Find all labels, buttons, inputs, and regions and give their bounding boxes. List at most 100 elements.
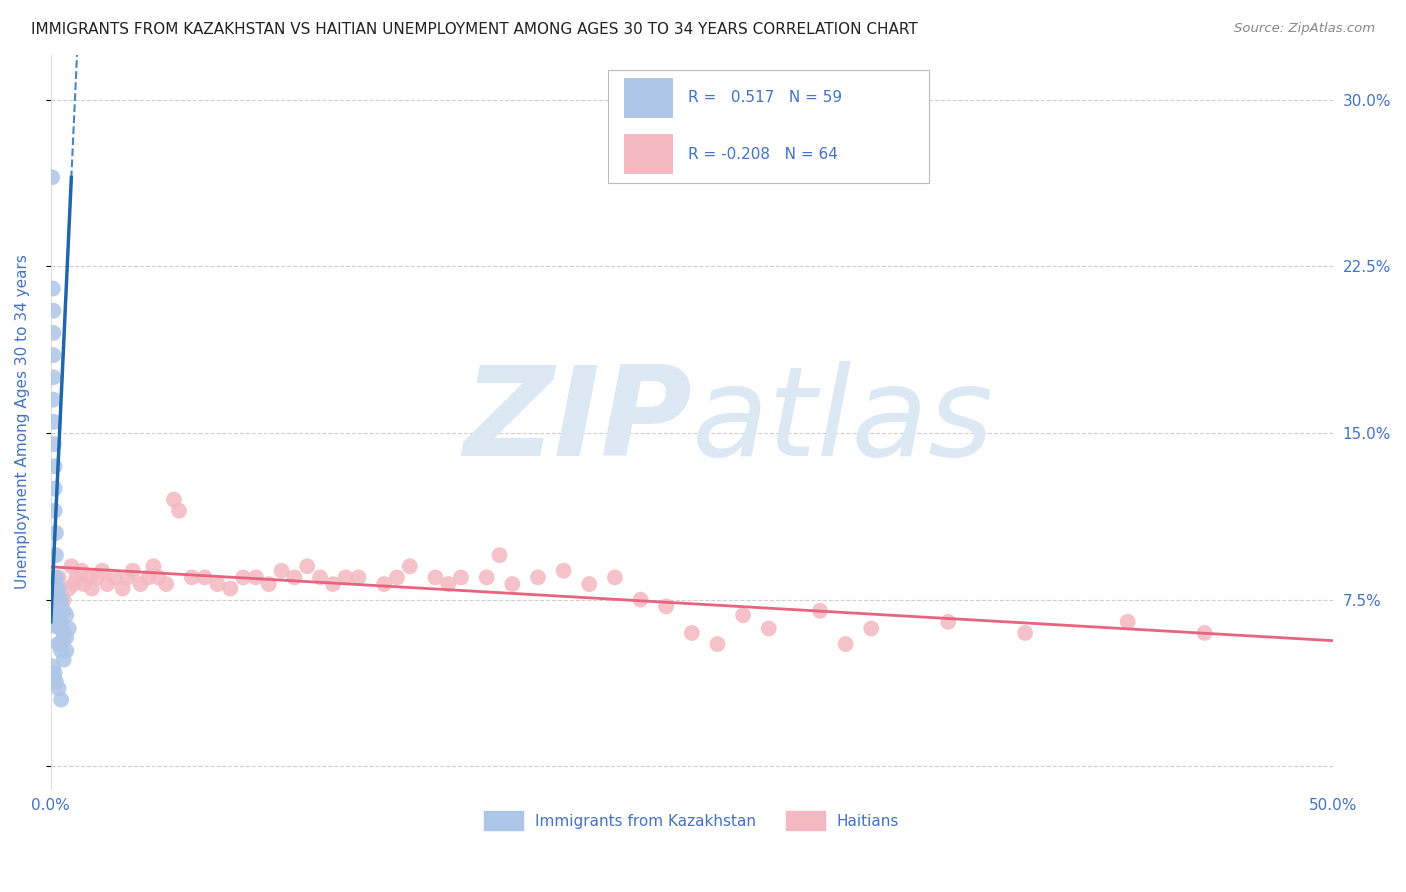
Point [148, 570, 170, 584]
Point [41, 170, 63, 185]
Point [96, 577, 118, 591]
Point [129, 577, 152, 591]
Point [309, 570, 332, 584]
Point [44, 482, 66, 496]
Point [207, 577, 229, 591]
Text: R = -0.208   N = 64: R = -0.208 N = 64 [688, 146, 838, 161]
Point [142, 559, 165, 574]
Point [44, 504, 66, 518]
Point [41, 577, 63, 591]
Point [49, 615, 72, 629]
Point [48, 681, 70, 696]
Point [167, 504, 190, 518]
Point [55, 631, 77, 645]
Text: Source: ZipAtlas.com: Source: ZipAtlas.com [1234, 22, 1375, 36]
Point [44, 665, 66, 680]
Point [49, 615, 72, 629]
Point [630, 592, 652, 607]
Point [527, 570, 550, 584]
Point [42, 604, 65, 618]
Point [758, 622, 780, 636]
Y-axis label: Unemployment Among Ages 30 to 34 years: Unemployment Among Ages 30 to 34 years [15, 254, 30, 590]
Point [219, 582, 242, 596]
Point [46, 615, 69, 629]
Point [155, 577, 177, 591]
Point [70, 564, 93, 578]
Point [45, 619, 67, 633]
Point [45, 525, 67, 540]
Point [52, 592, 75, 607]
Point [245, 570, 267, 584]
Point [42, 392, 65, 407]
Point [42, 670, 65, 684]
Point [808, 604, 831, 618]
Point [45, 592, 67, 607]
Text: R =   0.517   N = 59: R = 0.517 N = 59 [688, 90, 842, 105]
Point [48, 637, 70, 651]
Point [52, 652, 75, 666]
Point [45, 604, 67, 618]
Point [437, 577, 460, 591]
Point [322, 577, 344, 591]
Point [45, 674, 67, 689]
Point [180, 570, 202, 584]
Point [488, 548, 510, 562]
Point [104, 570, 127, 584]
Point [398, 559, 420, 574]
Point [48, 582, 70, 596]
Point [1194, 626, 1216, 640]
Point [42, 303, 65, 318]
FancyBboxPatch shape [624, 78, 672, 118]
Point [73, 577, 96, 591]
Point [42, 437, 65, 451]
Point [91, 564, 114, 578]
Point [257, 577, 280, 591]
Point [603, 570, 626, 584]
Point [63, 577, 86, 591]
Point [49, 622, 72, 636]
Point [1116, 615, 1139, 629]
Point [706, 637, 728, 651]
Point [48, 615, 70, 629]
Point [163, 492, 186, 507]
Point [578, 577, 600, 591]
Point [42, 370, 65, 384]
Point [44, 615, 66, 629]
Point [335, 570, 357, 584]
Point [42, 659, 65, 673]
Point [42, 592, 65, 607]
Point [122, 564, 145, 578]
Point [42, 281, 65, 295]
Point [450, 570, 472, 584]
Point [425, 570, 447, 584]
Point [42, 617, 65, 632]
Point [297, 559, 319, 574]
Point [347, 570, 370, 584]
Point [52, 631, 75, 645]
Legend: Immigrants from Kazakhstan, Haitians: Immigrants from Kazakhstan, Haitians [478, 805, 905, 836]
Point [44, 459, 66, 474]
Point [270, 564, 292, 578]
Point [42, 591, 65, 605]
Point [48, 619, 70, 633]
Point [733, 608, 755, 623]
Point [55, 644, 77, 658]
Point [501, 577, 523, 591]
Point [65, 570, 87, 584]
Point [283, 570, 305, 584]
Text: IMMIGRANTS FROM KAZAKHSTAN VS HAITIAN UNEMPLOYMENT AMONG AGES 30 TO 34 YEARS COR: IMMIGRANTS FROM KAZAKHSTAN VS HAITIAN UN… [31, 22, 918, 37]
Point [58, 582, 80, 596]
Point [48, 592, 70, 607]
Point [48, 637, 70, 651]
Point [42, 326, 65, 340]
Point [111, 582, 134, 596]
Point [42, 348, 65, 362]
Point [42, 415, 65, 429]
Point [860, 622, 883, 636]
Point [48, 570, 70, 584]
Point [373, 577, 395, 591]
Point [55, 608, 77, 623]
Text: ZIP: ZIP [463, 361, 692, 483]
Point [80, 582, 103, 596]
Point [58, 622, 80, 636]
